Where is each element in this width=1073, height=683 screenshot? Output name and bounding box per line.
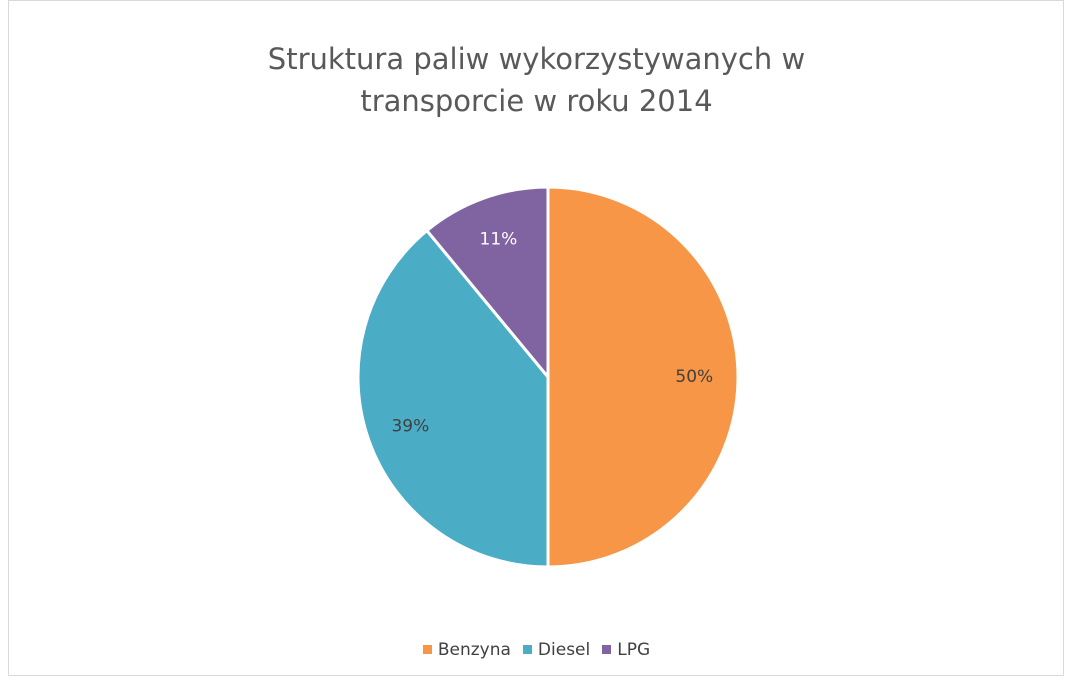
title-box: Struktura paliw wykorzystywanych w trans… bbox=[0, 38, 1073, 122]
legend-swatch bbox=[602, 645, 612, 654]
legend-item: Benzyna bbox=[422, 640, 511, 660]
pie-slice bbox=[356, 228, 550, 569]
chart-frame bbox=[8, 0, 1064, 676]
pie-slice bbox=[546, 185, 740, 569]
data-label: 11% bbox=[480, 229, 518, 249]
chart-title: Struktura paliw wykorzystywanych w trans… bbox=[267, 42, 806, 118]
legend: Benzyna Diesel LPG bbox=[0, 640, 1073, 660]
data-label: 50% bbox=[675, 367, 713, 387]
legend-item: Diesel bbox=[522, 640, 591, 660]
legend-label: Benzyna bbox=[437, 640, 511, 660]
legend-swatch bbox=[422, 645, 432, 654]
legend-label: Diesel bbox=[537, 640, 591, 660]
legend-label: LPG bbox=[617, 640, 651, 660]
legend-swatch bbox=[522, 645, 532, 654]
pie-slice bbox=[424, 185, 550, 382]
data-label: 39% bbox=[391, 417, 429, 437]
legend-item: LPG bbox=[602, 640, 650, 660]
